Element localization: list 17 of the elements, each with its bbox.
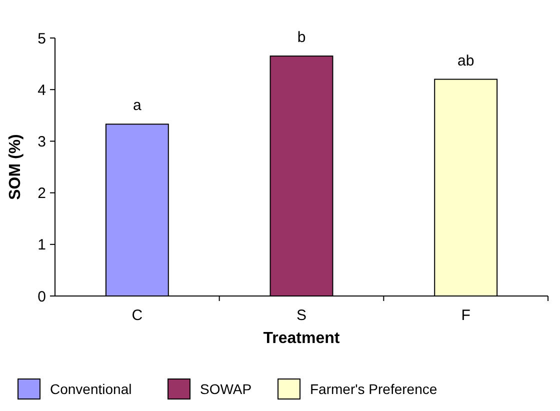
y-tick-label: 4 — [38, 82, 46, 99]
annotation: a — [132, 97, 142, 114]
legend-label: Conventional — [50, 381, 132, 397]
annotation: b — [297, 29, 306, 46]
x-axis-title: Treatment — [263, 330, 340, 347]
y-tick-label: 0 — [38, 288, 46, 306]
legend-label: SOWAP — [200, 381, 252, 397]
y-tick-label: 5 — [38, 30, 46, 48]
legend-label: Farmer's Preference — [310, 381, 438, 397]
y-axis-title: SOM (%) — [7, 134, 24, 200]
y-tick-label: 2 — [38, 185, 46, 202]
x-tick-label: C — [132, 307, 143, 324]
y-tick-label: 3 — [38, 133, 46, 150]
y-tick-label: 1 — [38, 236, 46, 254]
annotation: ab — [457, 52, 474, 70]
x-tick-label: F — [461, 307, 470, 324]
x-tick-label: S — [296, 307, 307, 324]
